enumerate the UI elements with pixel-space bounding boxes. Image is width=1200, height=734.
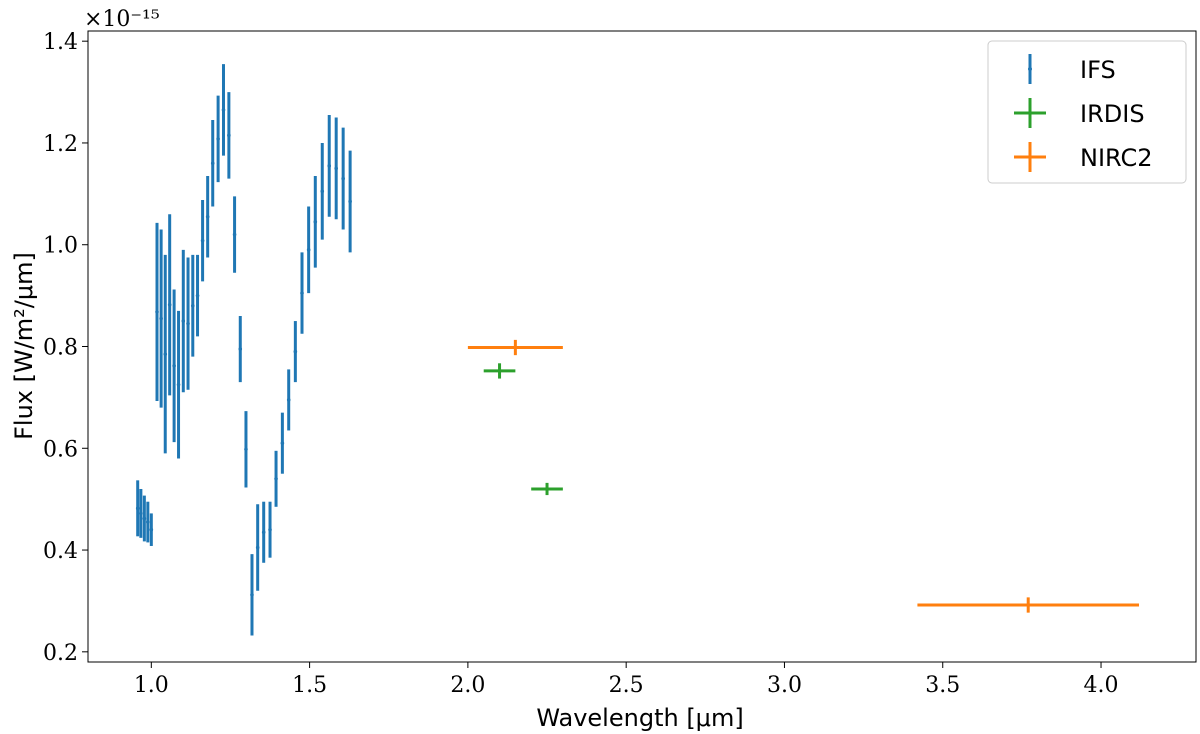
data-point [221,108,226,112]
data-point [293,349,298,354]
legend: IFS IRDIS NIRC2 [987,40,1187,184]
data-point [216,137,220,141]
data-point [135,506,140,511]
data-point [195,293,200,298]
x-tick-label: 3.0 [767,673,802,698]
x-tick-label: 1.0 [134,673,169,698]
data-point [280,441,285,445]
x-tick-label: 3.5 [925,673,960,698]
x-tick-label: 1.5 [292,673,327,698]
legend-item-irdis: IRDIS [1014,98,1145,128]
y-tick-label: 0.6 [43,437,78,462]
x-tick-label: 4.0 [1084,673,1119,698]
data-point [149,527,154,532]
y-axis-label: Flux [W/m²/μm] [10,252,38,440]
series-ifs [135,64,352,636]
legend-marker [1028,67,1032,71]
legend-box [987,40,1187,184]
data-point [146,520,150,524]
x-tick-label: 2.5 [609,673,644,698]
data-point [238,347,243,351]
data-point [255,545,260,550]
data-point [139,511,143,516]
series-nirc2 [467,339,1140,613]
y-tick-label: 1.0 [43,234,78,259]
data-point [159,316,163,321]
data-point [286,398,291,402]
data-point [300,291,304,295]
data-point [232,232,237,237]
legend-label: NIRC2 [1080,144,1153,172]
y-tick-label: 0.8 [43,336,78,361]
data-point [142,516,147,521]
data-point [205,214,210,219]
x-axis-label: Wavelength [μm] [536,704,743,732]
data-point [181,319,186,323]
data-point [268,527,272,532]
data-point [227,133,231,138]
data-point [261,530,266,535]
data-point [190,303,195,308]
data-point [306,248,311,252]
legend-label: IRDIS [1080,100,1145,128]
data-point [172,364,176,368]
y-tick-label: 1.2 [43,132,78,157]
y-scale-factor: ×10⁻¹⁵ [84,7,160,32]
data-point [200,238,205,243]
y-tick-label: 1.4 [43,30,78,55]
data-point [167,302,172,307]
series-irdis [483,363,563,496]
data-point [250,593,254,597]
data-point [313,220,318,224]
x-tick-label: 2.0 [450,673,485,698]
legend-label: IFS [1080,56,1116,84]
y-tick-label: 0.4 [43,539,78,564]
data-point [320,189,325,194]
data-point [176,382,181,387]
data-point [155,310,159,314]
y-axis: 0.2 0.4 0.6 0.8 1.0 1.2 1.4 [43,30,88,666]
x-axis: 1.0 1.5 2.0 2.5 3.0 3.5 4.0 [134,662,1119,698]
legend-item-ifs: IFS [1028,54,1116,84]
data-point [186,321,190,326]
plot-area [87,30,1197,663]
legend-item-nirc2: NIRC2 [1014,142,1153,172]
data-point [348,199,352,204]
data-point [210,161,215,166]
data-point [244,447,248,452]
data-point [341,176,345,181]
data-point [274,477,278,481]
data-point [327,164,332,168]
data-point [163,352,168,356]
y-tick-label: 0.2 [43,641,78,666]
data-point [334,166,338,171]
